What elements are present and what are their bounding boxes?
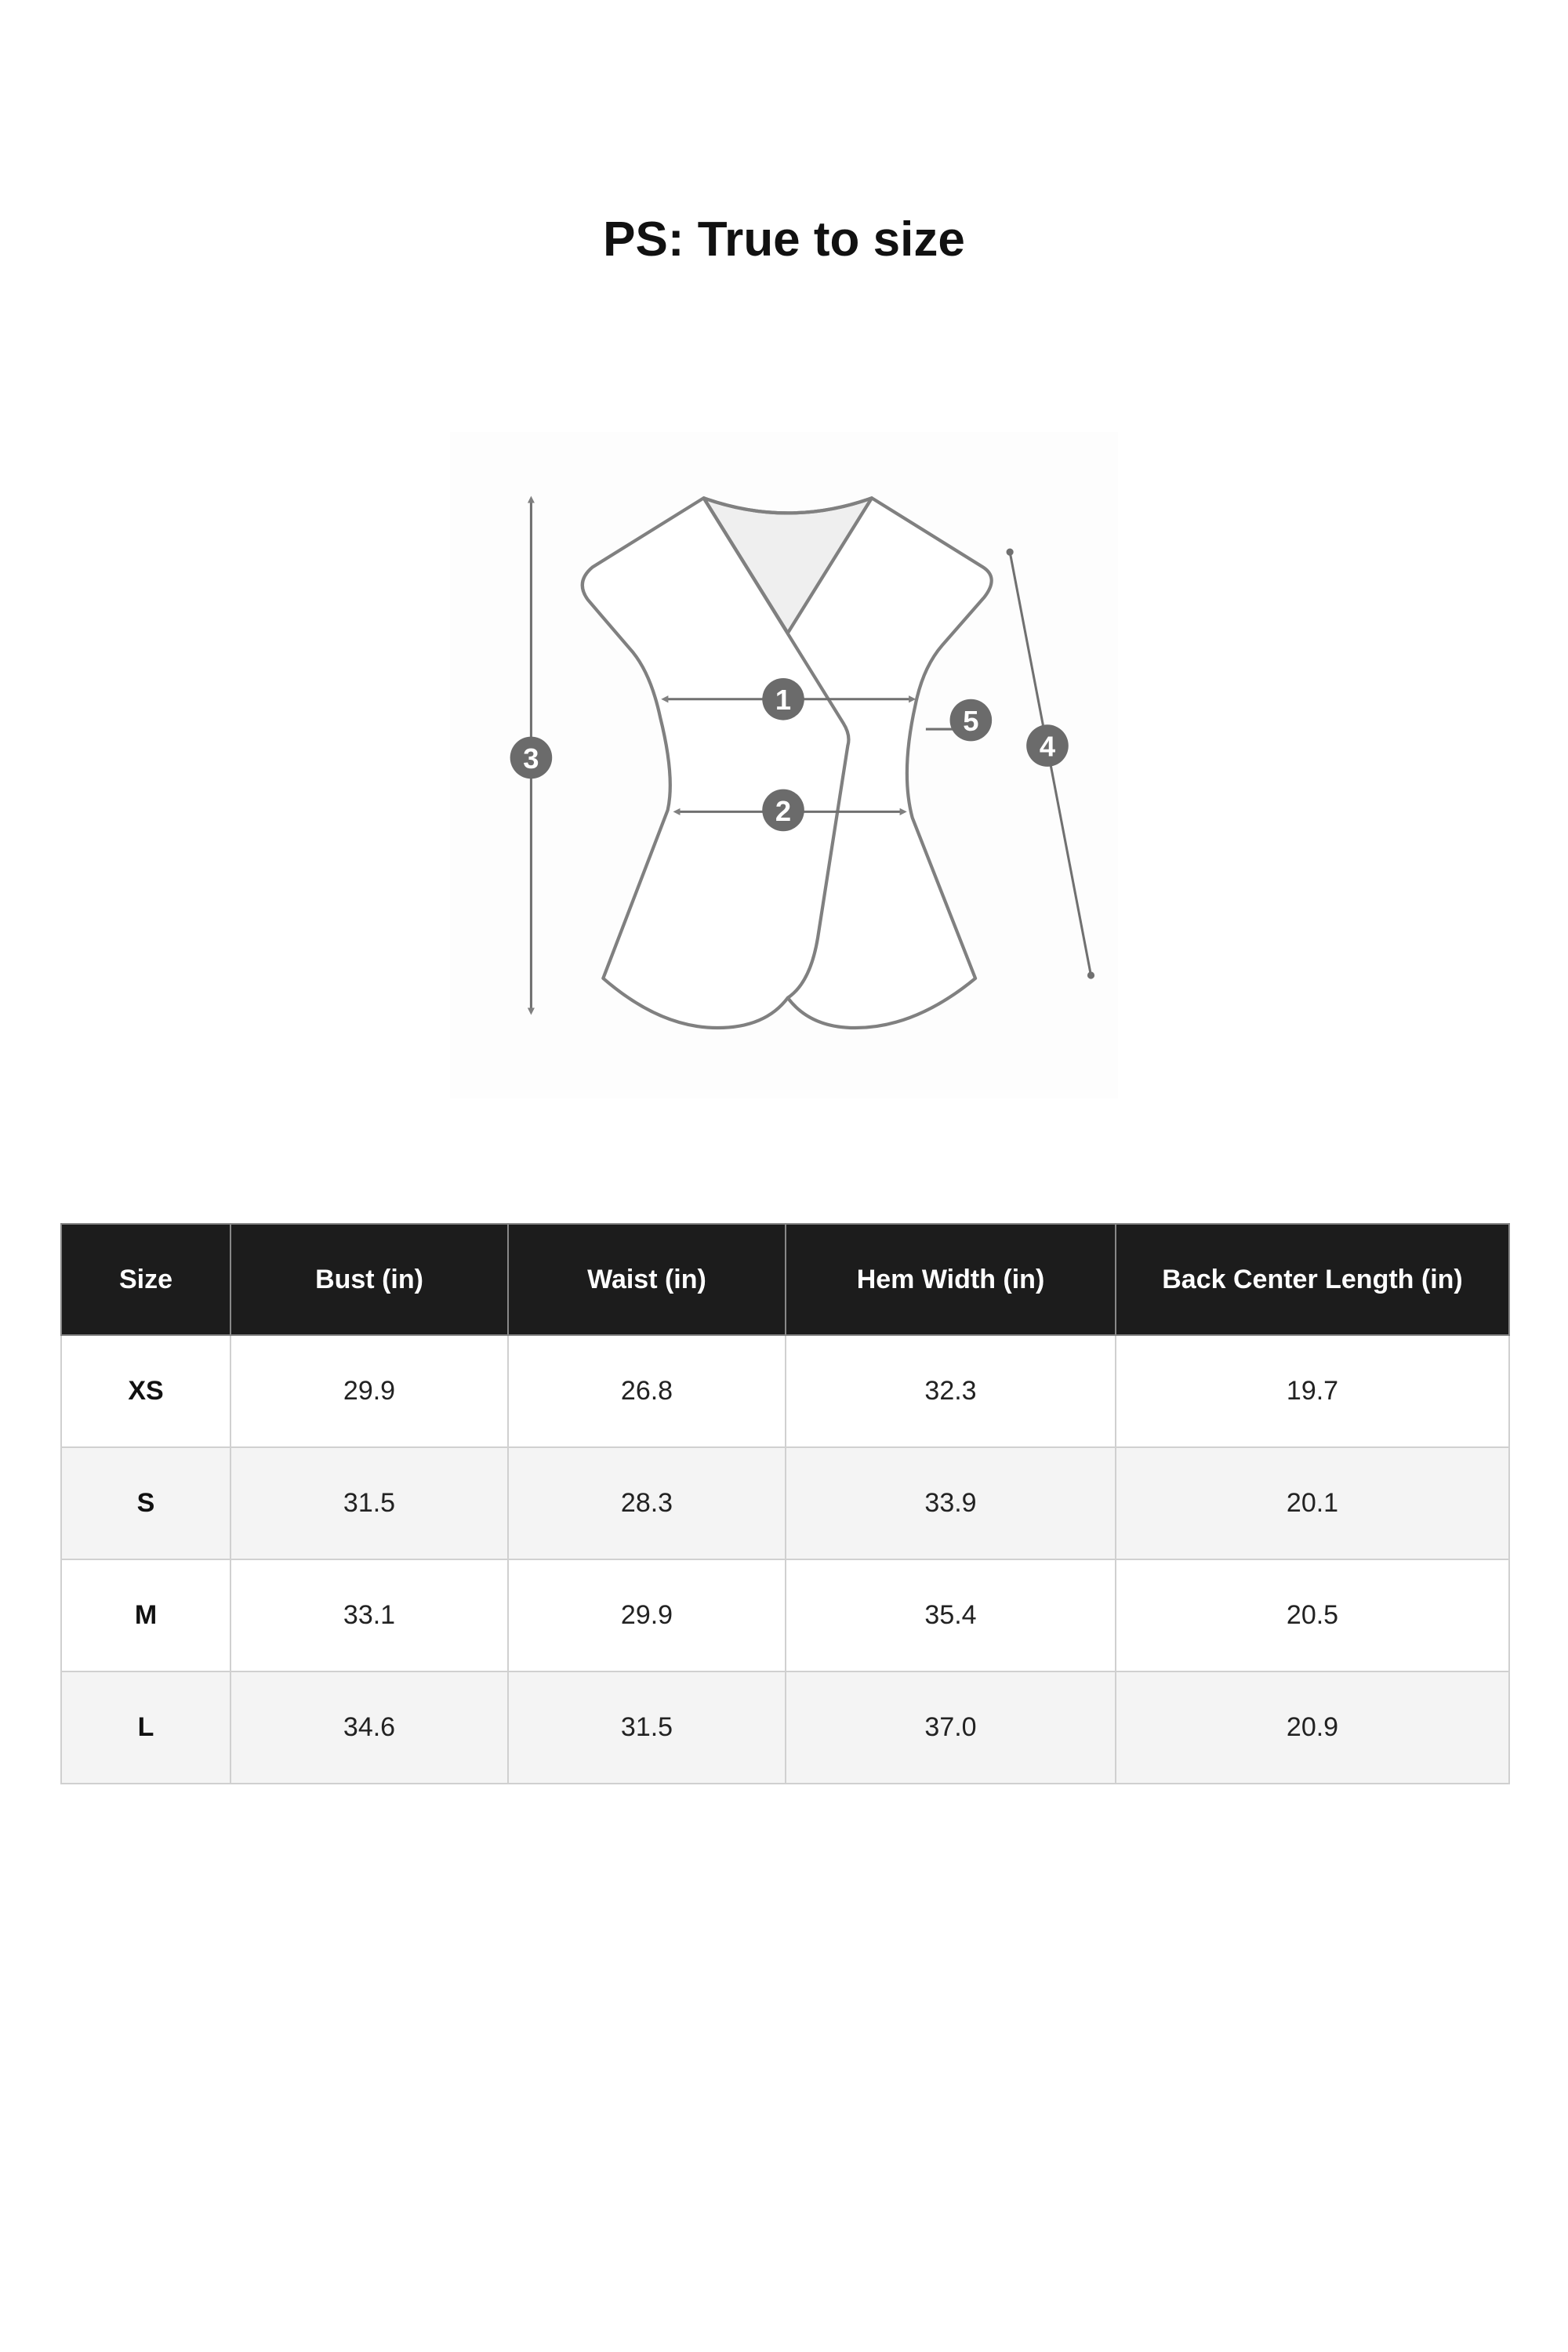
size-cell: M	[60, 1559, 231, 1672]
marker-1: 1	[762, 677, 804, 720]
value-cell: 35.4	[785, 1559, 1116, 1672]
table-header-row: Size Bust (in) Waist (in) Hem Width (in)…	[60, 1223, 1510, 1336]
header-size: Size	[60, 1223, 231, 1336]
svg-text:4: 4	[1040, 731, 1056, 763]
value-cell: 29.9	[507, 1559, 786, 1672]
value-cell: 34.6	[230, 1671, 509, 1784]
value-cell: 26.8	[507, 1334, 786, 1448]
svg-text:1: 1	[775, 684, 791, 716]
value-cell: 29.9	[230, 1334, 509, 1448]
marker-3: 3	[510, 736, 553, 779]
table-row: L 34.6 31.5 37.0 20.9	[60, 1671, 1510, 1784]
page-title: PS: True to size	[603, 212, 965, 267]
value-cell: 20.1	[1115, 1446, 1510, 1560]
header-waist: Waist (in)	[507, 1223, 786, 1336]
marker-2: 2	[762, 789, 804, 832]
table-row: XS 29.9 26.8 32.3 19.7	[60, 1334, 1510, 1448]
garment-measurement-diagram: 1 2 3 4 5	[450, 432, 1118, 1098]
value-cell: 28.3	[507, 1446, 786, 1560]
value-cell: 32.3	[785, 1334, 1116, 1448]
svg-text:3: 3	[523, 742, 539, 775]
value-cell: 31.5	[507, 1671, 786, 1784]
value-cell: 31.5	[230, 1446, 509, 1560]
marker-5: 5	[949, 699, 993, 742]
header-back-center-length: Back Center Length (in)	[1115, 1223, 1510, 1336]
value-cell: 33.1	[230, 1559, 509, 1672]
value-cell: 20.9	[1115, 1671, 1510, 1784]
svg-text:5: 5	[963, 705, 978, 737]
svg-text:2: 2	[775, 795, 791, 827]
table-row: S 31.5 28.3 33.9 20.1	[60, 1446, 1510, 1560]
size-cell: L	[60, 1671, 231, 1784]
size-cell: XS	[60, 1334, 231, 1448]
table-row: M 33.1 29.9 35.4 20.5	[60, 1559, 1510, 1672]
value-cell: 19.7	[1115, 1334, 1510, 1448]
garment-outline	[580, 496, 993, 1030]
size-chart-table: Size Bust (in) Waist (in) Hem Width (in)…	[60, 1223, 1510, 1784]
value-cell: 37.0	[785, 1671, 1116, 1784]
marker-4: 4	[1026, 724, 1069, 767]
header-hem-width: Hem Width (in)	[785, 1223, 1116, 1336]
header-bust: Bust (in)	[230, 1223, 509, 1336]
value-cell: 33.9	[785, 1446, 1116, 1560]
value-cell: 20.5	[1115, 1559, 1510, 1672]
size-cell: S	[60, 1446, 231, 1560]
